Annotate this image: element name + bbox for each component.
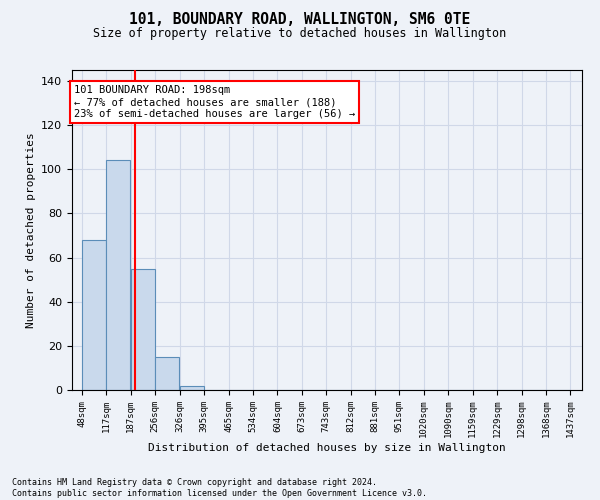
Bar — [180, 386, 204, 390]
Bar — [131, 268, 155, 390]
Text: Size of property relative to detached houses in Wallington: Size of property relative to detached ho… — [94, 28, 506, 40]
Text: 101 BOUNDARY ROAD: 198sqm
← 77% of detached houses are smaller (188)
23% of semi: 101 BOUNDARY ROAD: 198sqm ← 77% of detac… — [74, 86, 355, 118]
Y-axis label: Number of detached properties: Number of detached properties — [26, 132, 35, 328]
Bar — [82, 240, 106, 390]
Text: Contains HM Land Registry data © Crown copyright and database right 2024.
Contai: Contains HM Land Registry data © Crown c… — [12, 478, 427, 498]
Bar — [155, 357, 179, 390]
Text: 101, BOUNDARY ROAD, WALLINGTON, SM6 0TE: 101, BOUNDARY ROAD, WALLINGTON, SM6 0TE — [130, 12, 470, 28]
X-axis label: Distribution of detached houses by size in Wallington: Distribution of detached houses by size … — [148, 443, 506, 453]
Bar — [106, 160, 130, 390]
